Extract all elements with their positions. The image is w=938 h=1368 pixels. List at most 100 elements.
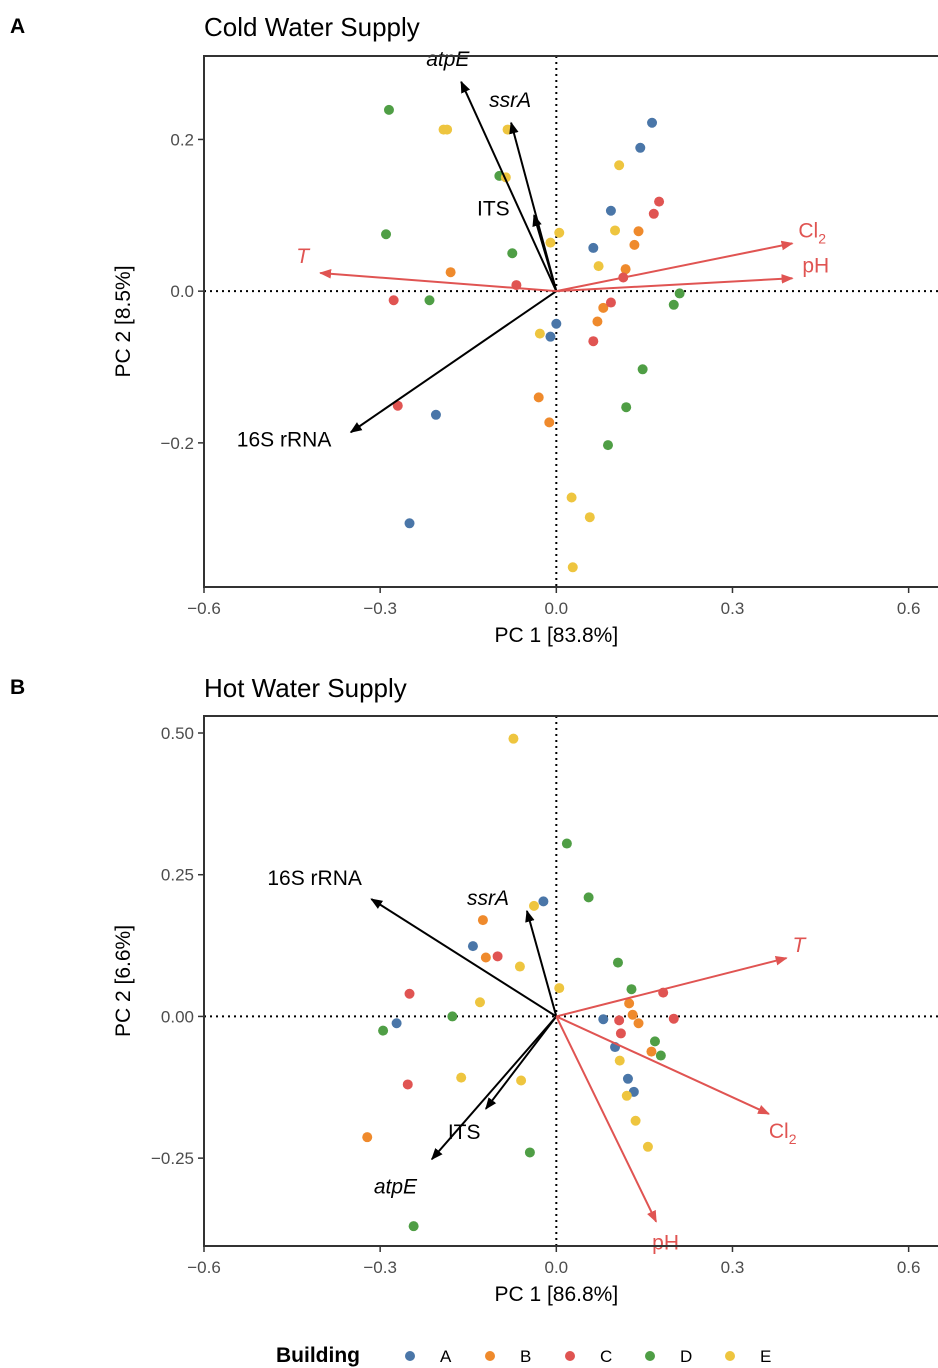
legend-key-a: [405, 1351, 415, 1361]
y-tick-label: −0.2: [160, 434, 194, 453]
data-point-d: [381, 229, 392, 240]
plot-area-b: 16S rRNA ssrA ITS atpE T Cl2 pH −0.6 −0.3 0.0 0.3 0…: [112, 715, 938, 1306]
x-tick-label: −0.6: [187, 599, 221, 618]
vector-label-cl: Cl2: [798, 219, 826, 246]
vector-arrow-cl: [555, 1015, 770, 1115]
data-point-e: [614, 160, 625, 171]
legend-label-d: D: [680, 1347, 692, 1366]
data-point-e: [584, 512, 595, 523]
data-point-e: [474, 997, 485, 1008]
data-point-d: [583, 892, 594, 903]
vector-arrow-ssra: [525, 909, 558, 1017]
panel-a: A Cold Water Supply atpE ssrA ITS 16S rRNA T…: [10, 12, 938, 647]
data-point-a: [404, 518, 415, 529]
vector-label-ssra: ssrA: [467, 887, 509, 910]
data-point-d: [424, 295, 435, 306]
y-tick-label: −0.25: [151, 1149, 194, 1168]
data-point-c: [654, 196, 665, 207]
y-tick-label: 0.00: [161, 1007, 194, 1026]
y-tick-label: 0.25: [161, 866, 194, 885]
data-point-b: [620, 264, 631, 275]
legend-label-e: E: [760, 1347, 771, 1366]
panel-title-b: Hot Water Supply: [204, 673, 407, 703]
x-axis-title: PC 1 [86.8%]: [494, 1283, 618, 1306]
x-tick-label: 0.6: [897, 1258, 921, 1277]
x-tick-label: −0.3: [363, 599, 397, 618]
data-point-e: [614, 1055, 625, 1066]
vector-arrow-cl: [556, 240, 794, 293]
vector-label-ph: pH: [652, 1232, 679, 1255]
data-point-a: [598, 1014, 609, 1025]
data-point-e: [508, 733, 519, 744]
vector-label-its: ITS: [477, 197, 510, 220]
data-point-b: [598, 302, 609, 313]
data-point-a: [545, 331, 556, 342]
data-point-b: [633, 226, 644, 237]
data-point-a: [588, 242, 599, 253]
plot-area-a: atpE ssrA ITS 16S rRNA T Cl2 pH −0.6 −0.3 0.0 0.3 0…: [112, 48, 938, 647]
data-point-d: [378, 1025, 389, 1036]
vector-arrow-its: [532, 214, 558, 292]
panel-letter-b: B: [10, 676, 25, 699]
data-point-e: [554, 983, 565, 994]
vector-label-atpe: atpE: [426, 48, 470, 71]
y-tick-label: 0.0: [170, 282, 194, 301]
data-point-d: [649, 1036, 660, 1047]
data-point-b: [629, 239, 640, 250]
data-point-e: [534, 328, 545, 339]
legend-key-e: [725, 1351, 735, 1361]
data-point-d: [602, 440, 613, 451]
vector-label-ph: pH: [802, 254, 829, 277]
data-point-b: [544, 417, 555, 428]
vector-arrow-ph: [555, 1015, 658, 1223]
data-point-e: [554, 227, 565, 238]
data-point-a: [538, 896, 549, 907]
data-point-d: [507, 248, 518, 259]
legend: Building A B C D E: [276, 1344, 771, 1367]
data-point-e: [642, 1141, 653, 1152]
data-point-c: [614, 1015, 625, 1026]
data-point-d: [524, 1147, 535, 1158]
data-point-a: [551, 318, 562, 329]
data-point-a: [391, 1018, 402, 1029]
vector-arrow-ph: [556, 274, 794, 293]
data-point-d: [668, 299, 679, 310]
data-point-c: [402, 1079, 413, 1090]
data-point-e: [567, 562, 578, 573]
vector-label-16s-rrna: 16S rRNA: [237, 428, 332, 451]
data-point-c: [648, 208, 659, 219]
data-point-c: [668, 1013, 679, 1024]
data-point-b: [362, 1132, 373, 1143]
legend-label-c: C: [600, 1347, 612, 1366]
vector-arrow-16s-rrna: [370, 898, 557, 1018]
vector-arrow-t: [556, 956, 788, 1018]
data-point-e: [514, 961, 525, 972]
data-point-b: [624, 998, 635, 1009]
data-point-c: [404, 988, 415, 999]
data-point-d: [621, 402, 632, 413]
data-point-a: [635, 142, 646, 153]
data-point-b: [445, 267, 456, 278]
legend-label-b: B: [520, 1347, 531, 1366]
data-point-d: [626, 984, 637, 995]
data-point-e: [610, 225, 621, 236]
y-axis-title: PC 2 [8.5%]: [112, 265, 135, 377]
vector-arrow-atpe: [431, 1015, 558, 1161]
data-point-b: [646, 1046, 657, 1057]
vector-label-16s-rrna: 16S rRNA: [267, 867, 362, 890]
vector-arrow-t: [319, 268, 557, 293]
data-point-b: [633, 1018, 644, 1029]
data-point-d: [447, 1011, 458, 1022]
data-point-d: [383, 104, 394, 115]
panel-border: [203, 55, 938, 588]
data-point-c: [605, 297, 616, 308]
data-point-b: [477, 915, 488, 926]
data-point-d: [655, 1050, 666, 1061]
data-point-e: [516, 1075, 527, 1086]
data-point-e: [442, 124, 453, 135]
data-point-e: [621, 1090, 632, 1101]
legend-key-b: [485, 1351, 495, 1361]
data-point-a: [647, 117, 658, 128]
y-axis-title: PC 2 [6.6%]: [112, 925, 135, 1037]
